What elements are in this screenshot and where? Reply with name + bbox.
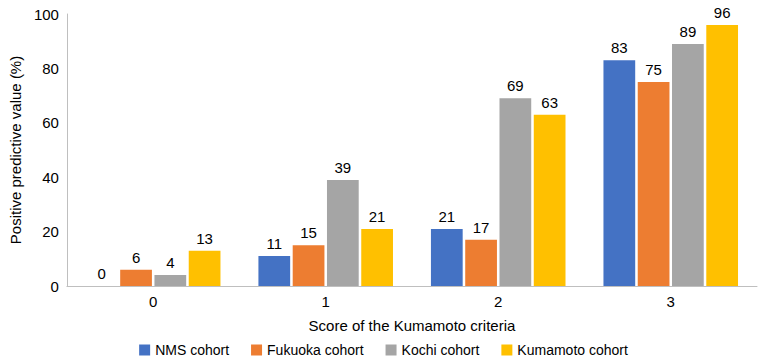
- svg-text:39: 39: [334, 159, 351, 176]
- svg-text:89: 89: [680, 23, 697, 40]
- svg-text:69: 69: [507, 77, 524, 94]
- svg-text:0: 0: [98, 265, 106, 282]
- svg-text:21: 21: [438, 208, 455, 225]
- svg-text:15: 15: [300, 224, 317, 241]
- svg-text:11: 11: [267, 235, 283, 252]
- svg-text:Kumamoto cohort: Kumamoto cohort: [517, 342, 628, 358]
- svg-text:100: 100: [34, 6, 59, 23]
- svg-text:83: 83: [611, 39, 628, 56]
- svg-text:3: 3: [667, 293, 675, 310]
- svg-text:0: 0: [149, 293, 157, 310]
- svg-text:0: 0: [51, 278, 59, 295]
- svg-text:Score of the Kumamoto criteria: Score of the Kumamoto criteria: [309, 317, 516, 334]
- svg-text:NMS cohort: NMS cohort: [155, 342, 229, 358]
- svg-text:63: 63: [541, 94, 558, 111]
- svg-text:2: 2: [494, 293, 502, 310]
- svg-text:75: 75: [645, 61, 662, 78]
- svg-text:6: 6: [132, 249, 140, 266]
- svg-text:4: 4: [166, 254, 174, 271]
- svg-text:20: 20: [42, 223, 59, 240]
- svg-text:21: 21: [369, 208, 386, 225]
- svg-text:13: 13: [196, 230, 213, 247]
- svg-text:1: 1: [322, 293, 330, 310]
- svg-text:96: 96: [714, 4, 731, 21]
- svg-text:60: 60: [42, 114, 59, 131]
- svg-text:Fukuoka cohort: Fukuoka cohort: [267, 342, 364, 358]
- svg-text:80: 80: [42, 60, 59, 77]
- svg-text:Positive predictive value (%): Positive predictive value (%): [7, 56, 24, 244]
- svg-text:17: 17: [473, 219, 490, 236]
- svg-text:40: 40: [42, 169, 59, 186]
- svg-text:Kochi cohort: Kochi cohort: [402, 342, 480, 358]
